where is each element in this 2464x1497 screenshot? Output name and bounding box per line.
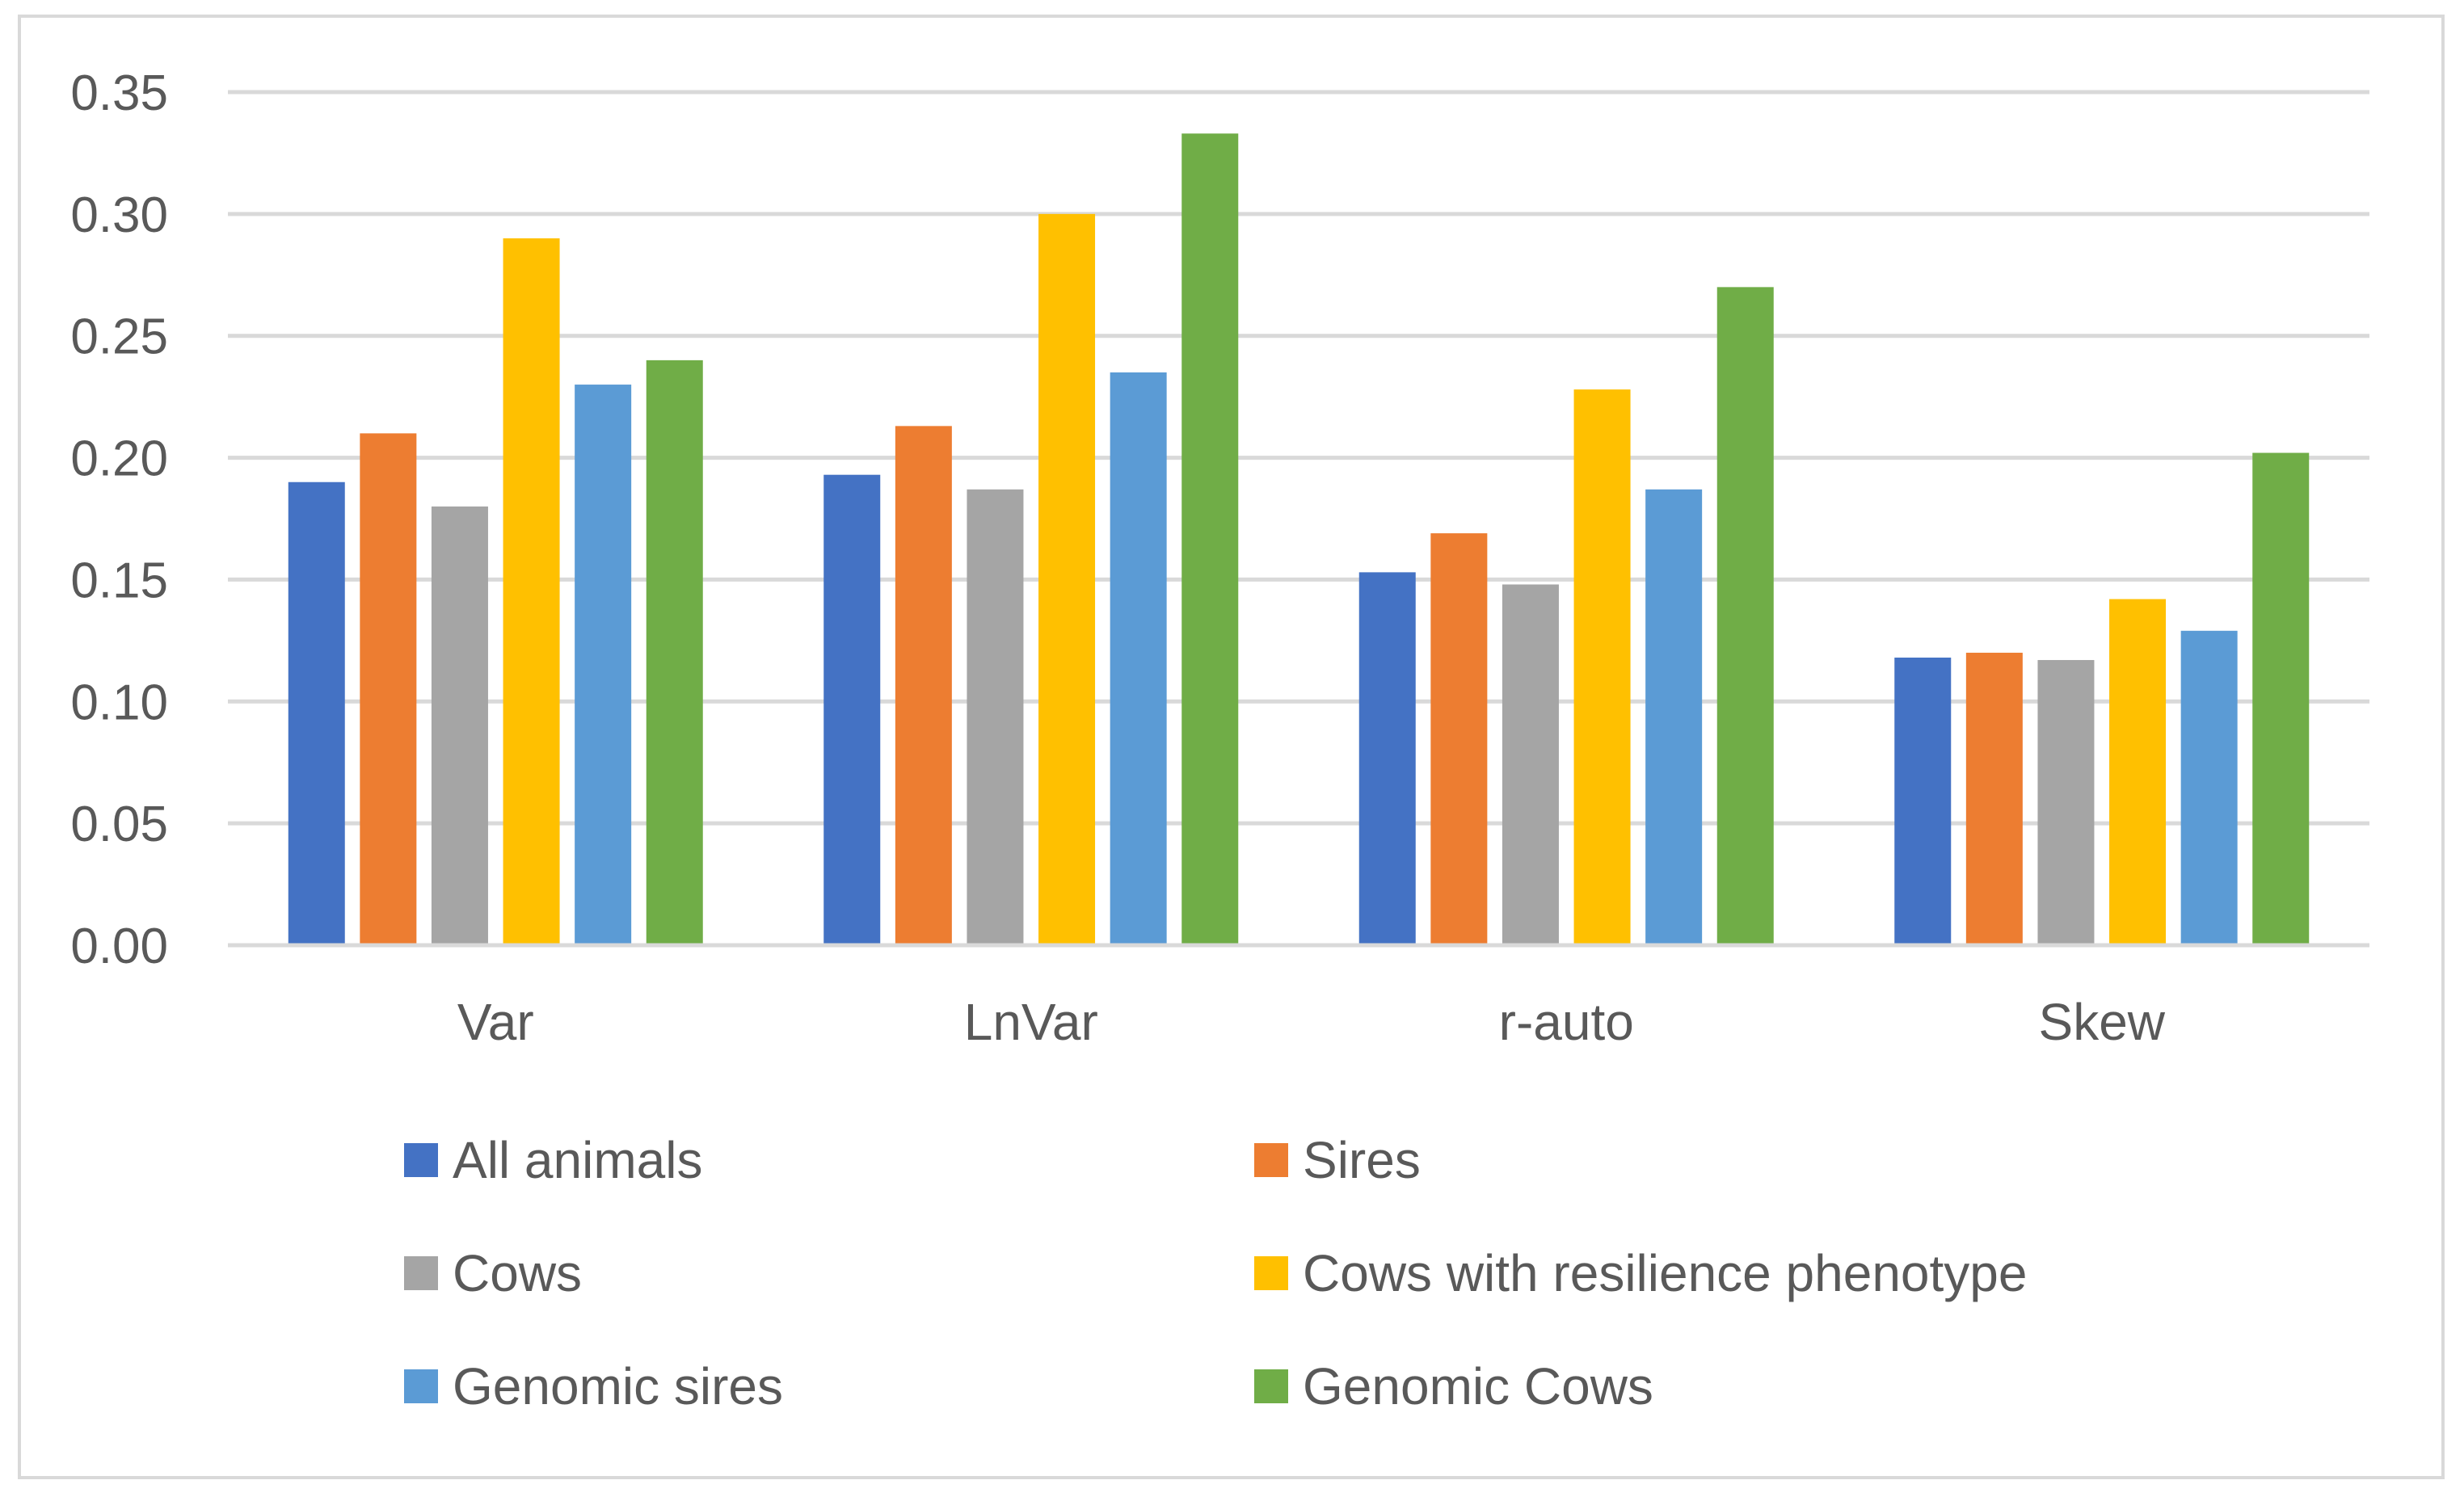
legend-swatch xyxy=(1254,1143,1288,1177)
bar-genomic-cows-r-auto xyxy=(1716,287,1774,945)
bar-genomic-cows-var xyxy=(646,360,703,945)
bar-cows-with-resilience-phenotype-var xyxy=(503,238,560,945)
legend-label: Genomic sires xyxy=(453,1357,783,1415)
legend-swatch xyxy=(404,1369,438,1403)
bar-genomic-cows-lnvar xyxy=(1181,133,1239,945)
y-tick-label: 0.30 xyxy=(70,187,168,243)
bar-all-animals-lnvar xyxy=(823,474,881,945)
legend-item: Sires xyxy=(1254,1131,1421,1189)
bar-genomic-sires-skew xyxy=(2180,630,2238,945)
bar-sires-skew xyxy=(1965,652,2023,945)
y-axis-tick-labels: 0.00 0.05 0.10 0.15 0.20 0.25 0.30 0.35 xyxy=(70,65,168,974)
bar-genomic-sires-var xyxy=(575,385,632,945)
x-category-label: Skew xyxy=(2039,993,2166,1051)
bar-all-animals-var xyxy=(288,481,345,945)
x-category-label: LnVar xyxy=(964,993,1098,1051)
bar-cows-with-resilience-phenotype-skew xyxy=(2109,599,2167,945)
y-tick-label: 0.25 xyxy=(70,309,168,365)
legend-label: Genomic Cows xyxy=(1303,1357,1653,1415)
bar-genomic-cows-skew xyxy=(2252,452,2310,945)
y-tick-label: 0.05 xyxy=(70,797,168,852)
legend-item: All animals xyxy=(404,1131,702,1189)
bar-sires-lnvar xyxy=(895,426,952,945)
legend-swatch xyxy=(404,1256,438,1290)
y-tick-label: 0.15 xyxy=(70,553,168,608)
x-category-label: r-auto xyxy=(1499,993,1634,1051)
legend-label: Cows with resilience phenotype xyxy=(1303,1244,2027,1302)
legend-item: Genomic sires xyxy=(404,1357,783,1415)
y-tick-label: 0.35 xyxy=(70,65,168,121)
legend-item: Cows xyxy=(404,1244,582,1302)
bars xyxy=(288,133,2310,945)
bar-genomic-sires-r-auto xyxy=(1645,489,1703,945)
legend-item: Genomic Cows xyxy=(1254,1357,1653,1415)
bar-cows-lnvar xyxy=(967,489,1024,945)
legend-label: Sires xyxy=(1303,1131,1421,1189)
legend-label: Cows xyxy=(453,1244,582,1302)
legend-swatch xyxy=(1254,1256,1288,1290)
legend-item: Cows with resilience phenotype xyxy=(1254,1244,2027,1302)
bar-cows-with-resilience-phenotype-r-auto xyxy=(1573,389,1631,945)
legend-swatch xyxy=(1254,1369,1288,1403)
y-tick-label: 0.10 xyxy=(70,675,168,730)
y-tick-label: 0.20 xyxy=(70,431,168,487)
bar-all-animals-skew xyxy=(1894,657,1952,945)
bar-cows-var xyxy=(431,506,488,945)
y-tick-label: 0.00 xyxy=(70,919,168,974)
bar-all-animals-r-auto xyxy=(1358,572,1416,945)
legend: All animals Sires Cows Cows with resilience… xyxy=(404,1131,2027,1415)
bar-genomic-sires-lnvar xyxy=(1110,372,1167,945)
bar-cows-r-auto xyxy=(1502,584,1559,945)
x-axis-category-labels: Var LnVar r-auto Skew xyxy=(457,993,2166,1051)
legend-swatch xyxy=(404,1143,438,1177)
bar-sires-r-auto xyxy=(1430,533,1488,945)
bar-sires-var xyxy=(360,433,417,945)
bar-cows-with-resilience-phenotype-lnvar xyxy=(1038,213,1096,945)
bar-cows-skew xyxy=(2037,659,2095,945)
legend-label: All animals xyxy=(453,1131,702,1189)
x-category-label: Var xyxy=(457,993,534,1051)
